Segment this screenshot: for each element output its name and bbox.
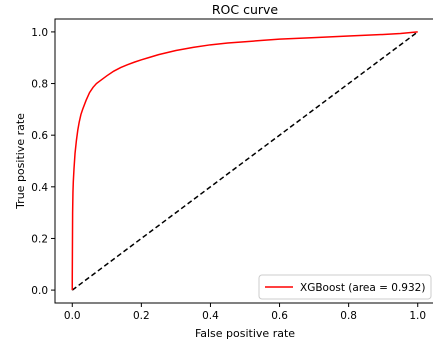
x-tick-label: 0.6 bbox=[271, 310, 288, 322]
y-tick-label: 0.2 bbox=[31, 233, 48, 245]
roc-curve-xgboost bbox=[71, 31, 418, 291]
plot-frame bbox=[54, 18, 433, 304]
x-tick-label: 0.2 bbox=[133, 310, 150, 322]
legend-box bbox=[258, 274, 432, 300]
y-axis-ticks: 0.0 0.2 0.4 0.6 0.8 1.0 bbox=[31, 27, 55, 297]
x-tick-label: 0.4 bbox=[202, 310, 219, 322]
x-tick-label: 0.0 bbox=[64, 310, 81, 322]
legend: XGBoost (area = 0.932) bbox=[258, 274, 432, 300]
y-tick-label: 1.0 bbox=[31, 27, 48, 39]
x-axis-ticks: 0.0 0.2 0.4 0.6 0.8 1.0 bbox=[64, 303, 426, 322]
x-tick-label: 1.0 bbox=[409, 310, 426, 322]
x-tick-label: 0.8 bbox=[340, 310, 357, 322]
legend-label-xgboost: XGBoost (area = 0.932) bbox=[300, 282, 425, 294]
y-tick-label: 0.6 bbox=[31, 130, 48, 142]
chance-diagonal-line bbox=[71, 31, 419, 291]
chart-title: ROC curve bbox=[212, 2, 279, 17]
series-layer bbox=[71, 31, 419, 291]
y-tick-label: 0.0 bbox=[31, 285, 48, 297]
x-axis-label: False positive rate bbox=[195, 327, 295, 340]
y-tick-label: 0.8 bbox=[31, 79, 48, 91]
y-tick-label: 0.4 bbox=[31, 182, 48, 194]
y-axis-label: True positive rate bbox=[14, 113, 27, 210]
